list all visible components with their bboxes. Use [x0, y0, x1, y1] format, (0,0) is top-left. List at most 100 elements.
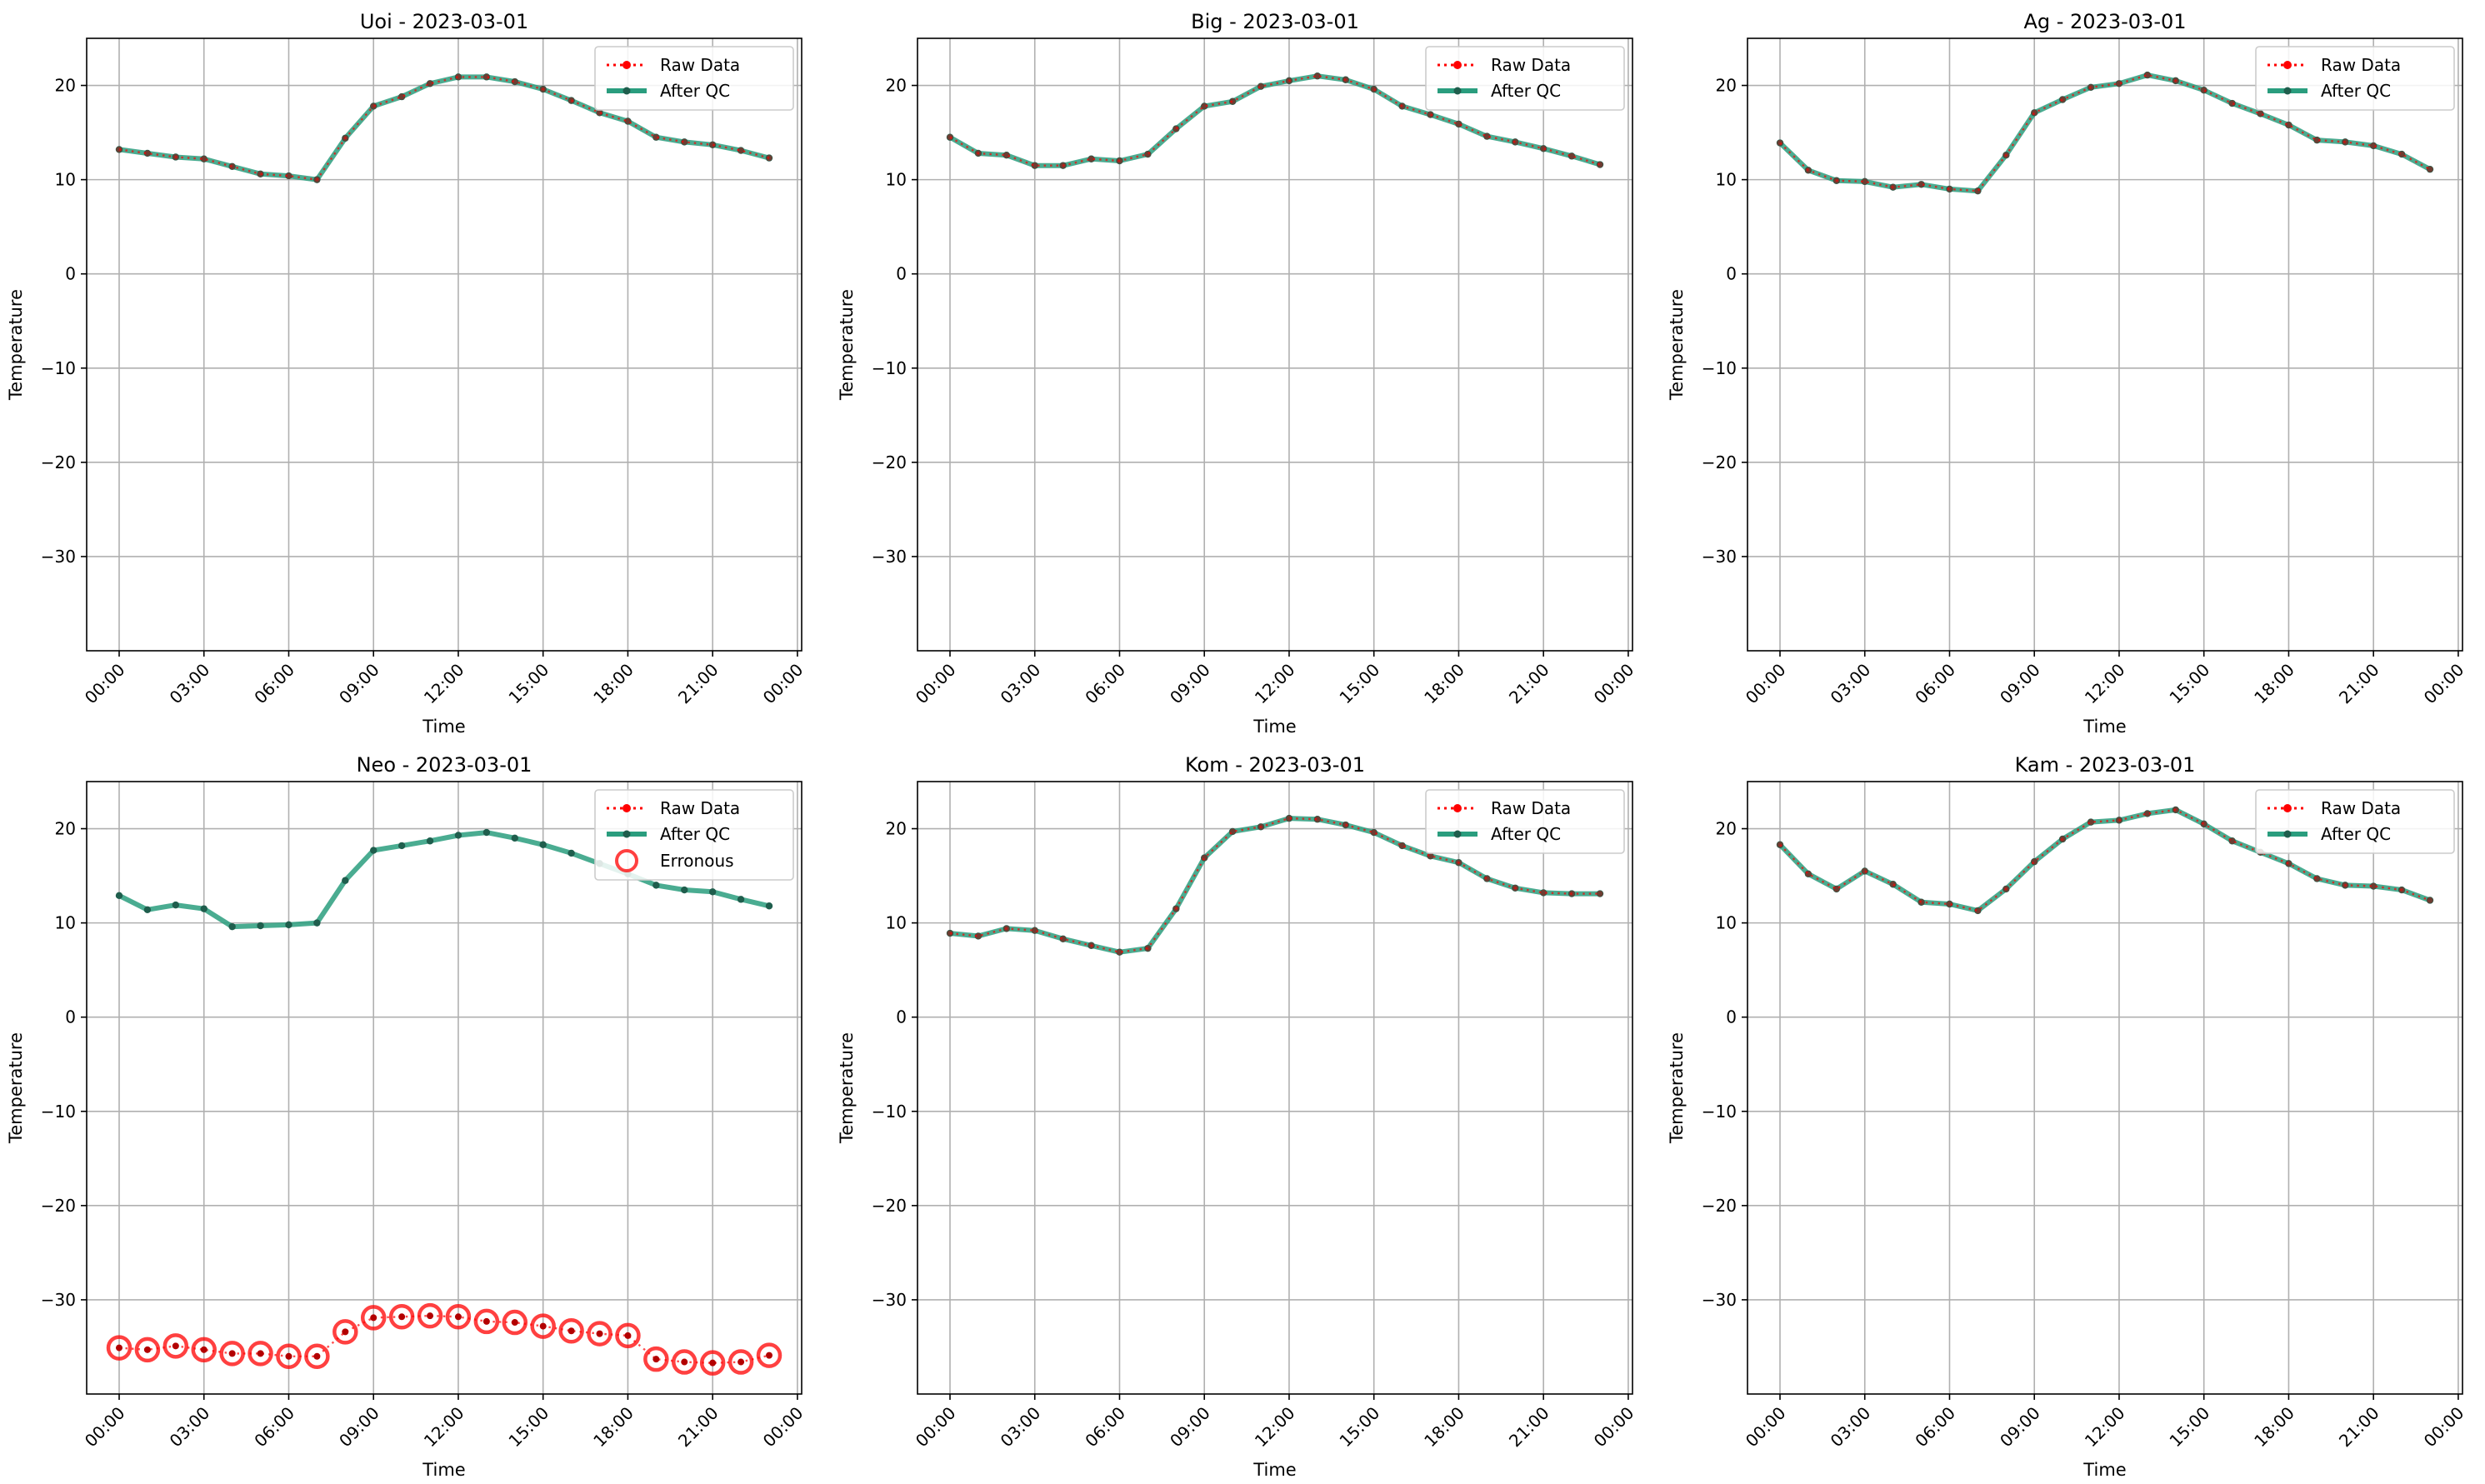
x-axis-label: Time — [1252, 1460, 1296, 1480]
raw-data-point — [1144, 151, 1151, 157]
raw-data-point — [1371, 86, 1378, 92]
erroneous-marker — [615, 1322, 641, 1349]
x-tick-label: 00:00 — [1742, 660, 1790, 708]
raw-data-point — [1032, 927, 1038, 934]
x-tick-label: 21:00 — [2335, 660, 2383, 708]
erroneous-point — [624, 1332, 632, 1339]
y-tick-label: −20 — [872, 1196, 907, 1216]
raw-data-point — [2201, 87, 2208, 93]
raw-data-point — [2116, 80, 2122, 87]
x-tick-label: 15:00 — [505, 660, 553, 708]
legend-raw-marker — [2283, 804, 2292, 812]
after-qc-point — [1889, 881, 1897, 888]
raw-data-point — [455, 73, 462, 80]
y-tick-label: 20 — [1716, 76, 1737, 96]
after-qc-point — [511, 834, 518, 842]
raw-data-point — [1229, 828, 1236, 835]
raw-data-point — [2229, 837, 2236, 844]
raw-data-line — [118, 76, 770, 181]
erroneous-marker — [360, 1305, 387, 1331]
erroneous-marker — [304, 1343, 330, 1370]
legend-qc-marker — [2283, 830, 2292, 838]
raw-data-point — [1890, 184, 1897, 191]
raw-data-point — [766, 155, 772, 162]
erroneous-point — [681, 1358, 688, 1366]
raw-data-point — [427, 80, 433, 87]
raw-data-point — [172, 153, 179, 161]
erroneous-point — [342, 1328, 349, 1336]
legend-qc-label: After QC — [2321, 81, 2391, 101]
erroneous-point — [143, 1346, 151, 1353]
y-tick-label: −20 — [872, 452, 907, 472]
y-tick-label: −30 — [41, 1290, 76, 1310]
axes-frame — [86, 37, 802, 652]
raw-data-point — [1777, 842, 1783, 848]
after-qc-point — [1946, 900, 1953, 908]
raw-data-point — [947, 134, 953, 141]
y-tick-label: 10 — [886, 170, 907, 190]
raw-data-point — [144, 150, 151, 157]
erroneous-point — [370, 1314, 378, 1322]
raw-data-point — [1286, 77, 1292, 84]
after-qc-point — [974, 932, 982, 940]
raw-data-point — [1946, 186, 1953, 192]
after-qc-point — [1285, 814, 1293, 822]
raw-data-point — [2002, 152, 2009, 158]
erroneous-point — [398, 1313, 406, 1321]
y-tick-label: 10 — [1716, 913, 1737, 933]
raw-data-point — [738, 147, 744, 154]
after-qc-point — [2143, 71, 2152, 79]
raw-data-point — [1371, 829, 1378, 836]
erroneous-marker — [106, 1335, 132, 1361]
y-tick-label: −30 — [1702, 547, 1737, 567]
after-qc-point — [454, 73, 462, 81]
raw-data-point — [2172, 77, 2179, 84]
erroneous-point — [257, 1350, 264, 1357]
erroneous-marker — [332, 1319, 358, 1345]
after-qc-point — [228, 922, 236, 931]
axes-frame — [917, 37, 1633, 652]
x-tick-label: 00:00 — [81, 1403, 129, 1452]
x-tick-label: 06:00 — [250, 1403, 298, 1452]
y-axis-label: Temperature — [837, 289, 857, 401]
after-qc-point — [1568, 152, 1576, 160]
x-tick-label: 12:00 — [1251, 1403, 1299, 1452]
after-qc-point — [285, 921, 292, 929]
raw-data-point — [1229, 98, 1236, 105]
x-tick-label: 00:00 — [912, 1403, 960, 1452]
after-qc-point — [1776, 841, 1784, 848]
after-qc-point — [708, 888, 717, 896]
legend-raw-marker — [2283, 61, 2292, 69]
y-tick-label: −30 — [41, 547, 76, 567]
x-tick-label: 21:00 — [674, 660, 722, 708]
y-tick-label: −10 — [872, 1102, 907, 1122]
y-tick-label: 10 — [1716, 170, 1737, 190]
raw-data-point — [1833, 886, 1840, 892]
legend-qc-marker — [1453, 87, 1462, 95]
y-tick-label: 20 — [55, 819, 76, 839]
after-qc-point — [1313, 816, 1322, 823]
legend: Raw Data After QC — [594, 46, 794, 111]
raw-data-point — [2257, 110, 2264, 117]
raw-data-point — [2031, 858, 2038, 865]
raw-data-point — [1003, 925, 1010, 932]
after-qc-line — [118, 830, 770, 930]
x-tick-label: 00:00 — [912, 660, 960, 708]
y-tick-label: −20 — [41, 452, 76, 472]
raw-data-line — [118, 1314, 770, 1364]
raw-data-point — [1172, 125, 1179, 132]
erroneous-point — [116, 1344, 122, 1352]
legend: Raw Data After QC — [2255, 46, 2455, 111]
x-tick-label: 12:00 — [1251, 660, 1299, 708]
x-tick-label: 15:00 — [1336, 1403, 1384, 1452]
after-qc-point — [568, 849, 575, 857]
after-qc-point — [257, 922, 264, 930]
x-tick-label: 09:00 — [1166, 660, 1214, 708]
erroneous-marker — [417, 1302, 443, 1329]
x-tick-label: 03:00 — [1827, 1403, 1875, 1452]
raw-data-point — [1540, 889, 1547, 897]
raw-data-point — [2370, 142, 2377, 149]
grid — [87, 38, 802, 651]
y-tick-label: 20 — [55, 76, 76, 96]
raw-data-point — [1201, 102, 1208, 110]
